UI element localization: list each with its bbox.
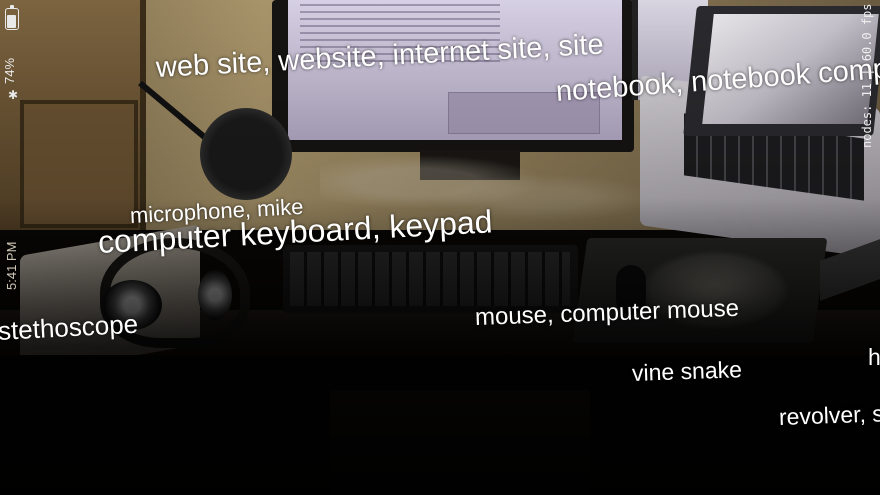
debug-stats: nodes: 11 | 60.0 fps [860,3,874,149]
battery-level [7,15,16,28]
ar-label-h: h [868,344,880,370]
battery-icon [5,5,19,30]
ar-label-vine-snake: vine snake [631,356,743,386]
status-bar: 74% ✱ 5:41 PM [0,0,26,495]
battery-percent: 74% [2,57,17,84]
bluetooth-icon: ✱ [7,88,19,102]
status-time: 5:41 PM [4,241,19,290]
